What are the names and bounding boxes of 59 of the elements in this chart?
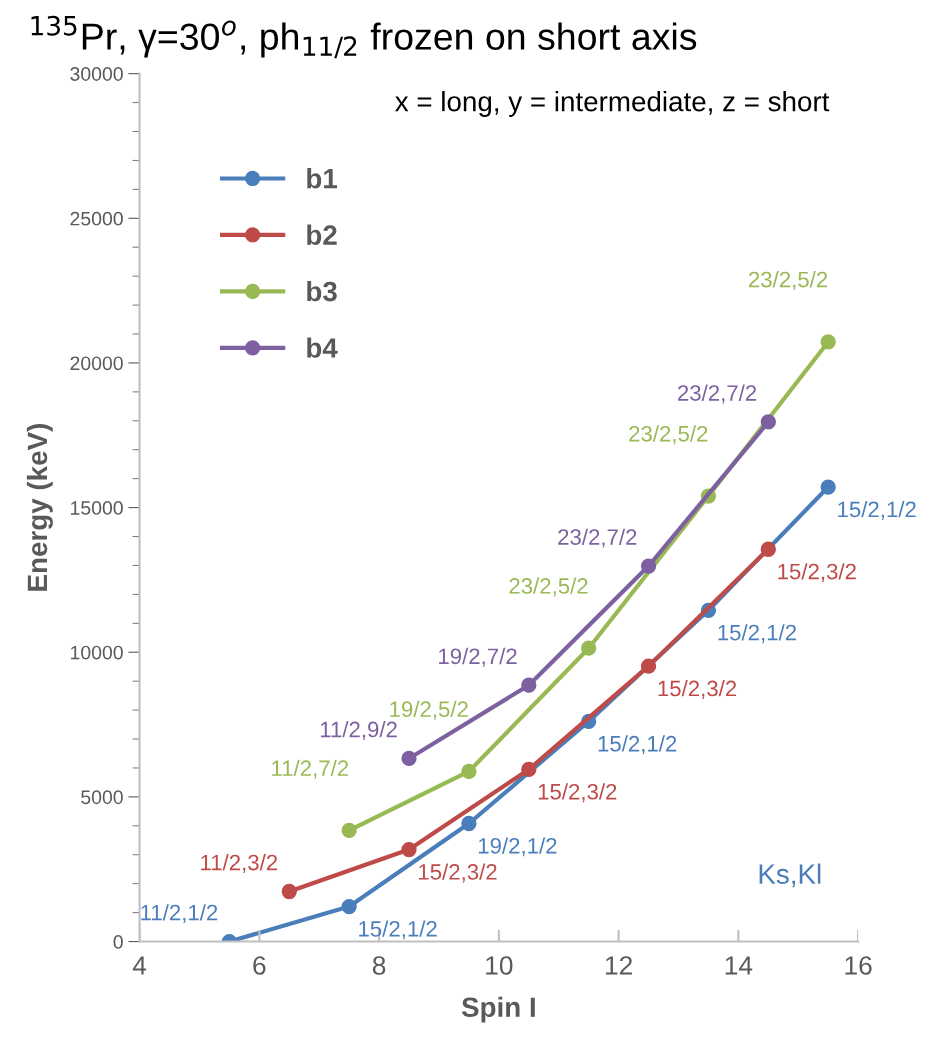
point [820,334,836,350]
data-label: 15/2,3/2 [778,563,856,583]
y-tick-label: 10000 [71,645,123,660]
point [341,822,357,839]
point [281,883,297,900]
data-label: 11/2,3/2 [201,854,278,874]
x-tick-label: 4 [132,956,147,975]
data-label: 15/2,3/2 [538,783,617,803]
point [820,479,836,495]
legend-label: b3 [307,280,337,302]
x-tick-label: 12 [605,956,632,975]
x-axis-title: Spin I [461,996,535,1023]
data-label: 15/2,1/2 [718,624,796,644]
x-tick-label: 14 [725,956,753,975]
data-label: 19/2,7/2 [439,647,517,667]
data-label: 19/2,5/2 [390,700,468,720]
legend-label: b1 [307,168,338,189]
chart-title: $^{135}$Pr, γ=30$^{o}$, ph$_{11/2}$ frozen on short axis [31,15,697,59]
data-label: 19/2,1/2 [478,837,557,857]
annotation: Ks,Kl [759,863,821,888]
data-label: 15/2,1/2 [598,735,677,755]
y-tick-label: 25000 [70,211,123,226]
data-label: 15/2,3/2 [419,863,497,883]
x-tick-label: 10 [486,956,513,975]
data-label: 11/2,9/2 [320,721,397,740]
point [760,414,776,430]
data-label: 11/2,1/2 [141,904,218,924]
y-tick-label: 20000 [70,356,123,371]
y-tick-label: 15000 [71,501,123,515]
y-tick-label: 5000 [81,790,123,805]
point [341,898,357,915]
point [640,658,657,674]
legend-label: b2 [307,224,337,245]
point [461,815,477,832]
data-label: 23/2,5/2 [749,271,828,291]
data-label: 15/2,1/2 [838,500,916,520]
point [581,640,597,656]
y-tick-label: 30000 [70,67,123,81]
point [461,763,477,780]
y-tick-label: 0 [113,935,123,949]
point [640,558,657,574]
x-tick-label: 8 [372,956,386,975]
annotation: x = long, y = intermediate, z = short [395,91,830,117]
point [521,761,537,778]
point [760,541,776,557]
point [521,677,537,693]
data-label: 23/2,7/2 [678,384,757,404]
x-tick-label: 16 [845,956,872,975]
legend-label: b4 [307,337,338,358]
data-label: 11/2,7/2 [272,759,349,779]
y-axis-title: Energy (keV) [26,424,53,591]
data-label: 15/2,3/2 [658,680,737,699]
x-tick-label: 6 [253,956,266,975]
data-label: 15/2,1/2 [359,920,437,940]
data-label: 23/2,7/2 [558,528,637,548]
data-label: 23/2,5/2 [509,577,588,597]
point [401,750,417,767]
point [401,841,417,858]
data-label: 23/2,5/2 [629,425,708,445]
